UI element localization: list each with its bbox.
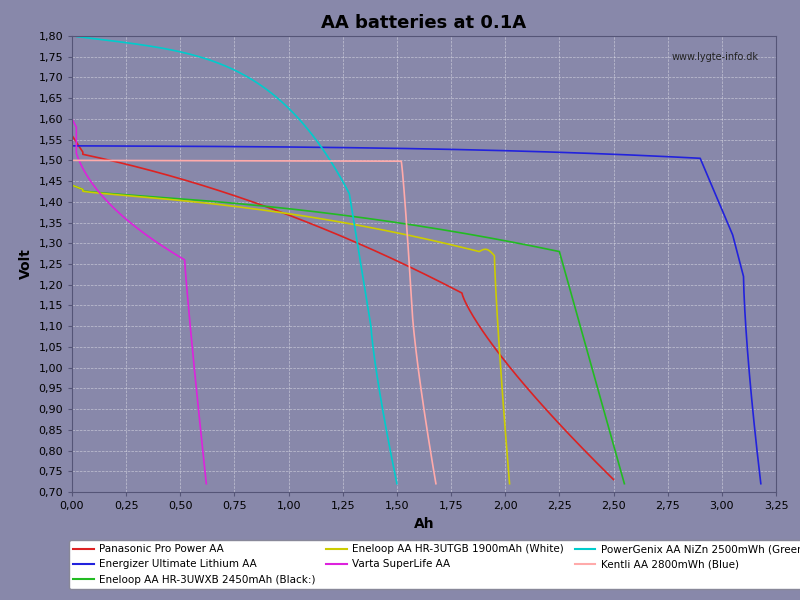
- Line: Energizer Ultimate Lithium AA: Energizer Ultimate Lithium AA: [72, 146, 761, 484]
- Eneloop AA HR-3UTGB 1900mAh (White): [480, 245, 490, 253]
- Kentli AA 2800mWh (Blue): [409, 325, 418, 332]
- Panasonic Pro Power AA: [477, 326, 486, 333]
- Panasonic Pro Power AA: [67, 132, 77, 139]
- Y-axis label: Volt: Volt: [18, 248, 33, 280]
- Energizer Ultimate Lithium AA: [650, 152, 660, 160]
- Legend: Panasonic Pro Power AA, Energizer Ultimate Lithium AA, Eneloop AA HR-3UWXB 2450m: Panasonic Pro Power AA, Energizer Ultima…: [70, 540, 800, 589]
- Energizer Ultimate Lithium AA: [67, 142, 77, 149]
- Eneloop AA HR-3UWXB 2450mAh (Black:): [460, 230, 470, 237]
- Panasonic Pro Power AA: [609, 476, 618, 483]
- Eneloop AA HR-3UWXB 2450mAh (Black:): [76, 185, 86, 192]
- Eneloop AA HR-3UWXB 2450mAh (Black:): [67, 182, 77, 189]
- X-axis label: Ah: Ah: [414, 517, 434, 530]
- Kentli AA 2800mWh (Blue): [431, 480, 441, 487]
- Kentli AA 2800mWh (Blue): [398, 175, 408, 182]
- PowerGenix AA NiZn 2500mWh (Green): [251, 79, 261, 86]
- Title: AA batteries at 0.1A: AA batteries at 0.1A: [322, 14, 526, 32]
- Eneloop AA HR-3UTGB 1900mAh (White): [454, 243, 463, 250]
- Eneloop AA HR-3UTGB 1900mAh (White): [486, 248, 495, 255]
- Varta SuperLife AA: [103, 199, 113, 206]
- Line: PowerGenix AA NiZn 2500mWh (Green): PowerGenix AA NiZn 2500mWh (Green): [72, 36, 397, 484]
- PowerGenix AA NiZn 2500mWh (Green): [67, 32, 77, 40]
- Eneloop AA HR-3UWXB 2450mAh (Black:): [302, 207, 312, 214]
- Eneloop AA HR-3UWXB 2450mAh (Black:): [149, 193, 158, 200]
- Panasonic Pro Power AA: [142, 166, 152, 173]
- Kentli AA 2800mWh (Blue): [336, 157, 346, 164]
- PowerGenix AA NiZn 2500mWh (Green): [249, 77, 258, 85]
- Varta SuperLife AA: [161, 245, 170, 252]
- Energizer Ultimate Lithium AA: [75, 142, 85, 149]
- Eneloop AA HR-3UTGB 1900mAh (White): [67, 182, 77, 189]
- Kentli AA 2800mWh (Blue): [92, 157, 102, 164]
- Eneloop AA HR-3UTGB 1900mAh (White): [505, 480, 514, 487]
- Line: Panasonic Pro Power AA: Panasonic Pro Power AA: [72, 136, 614, 479]
- Eneloop AA HR-3UWXB 2450mAh (Black:): [619, 480, 629, 487]
- Varta SuperLife AA: [135, 227, 145, 234]
- PowerGenix AA NiZn 2500mWh (Green): [392, 480, 402, 487]
- Eneloop AA HR-3UTGB 1900mAh (White): [222, 202, 232, 209]
- Eneloop AA HR-3UWXB 2450mAh (Black:): [115, 191, 125, 198]
- Eneloop AA HR-3UTGB 1900mAh (White): [377, 226, 386, 233]
- Panasonic Pro Power AA: [534, 397, 543, 404]
- PowerGenix AA NiZn 2500mWh (Green): [388, 461, 398, 468]
- Line: Eneloop AA HR-3UWXB 2450mAh (Black:): Eneloop AA HR-3UWXB 2450mAh (Black:): [72, 185, 624, 484]
- Panasonic Pro Power AA: [277, 209, 286, 216]
- Eneloop AA HR-3UTGB 1900mAh (White): [299, 212, 309, 220]
- Energizer Ultimate Lithium AA: [306, 143, 316, 151]
- Kentli AA 2800mWh (Blue): [67, 157, 77, 164]
- Varta SuperLife AA: [198, 452, 208, 459]
- Kentli AA 2800mWh (Blue): [414, 364, 423, 371]
- Kentli AA 2800mWh (Blue): [382, 158, 391, 165]
- Eneloop AA HR-3UWXB 2450mAh (Black:): [70, 183, 80, 190]
- Energizer Ultimate Lithium AA: [168, 143, 178, 150]
- Energizer Ultimate Lithium AA: [624, 151, 634, 158]
- Varta SuperLife AA: [202, 480, 211, 487]
- Line: Kentli AA 2800mWh (Blue): Kentli AA 2800mWh (Blue): [72, 160, 436, 484]
- PowerGenix AA NiZn 2500mWh (Green): [275, 97, 285, 104]
- Line: Varta SuperLife AA: Varta SuperLife AA: [72, 119, 206, 484]
- Varta SuperLife AA: [69, 119, 78, 126]
- Panasonic Pro Power AA: [597, 464, 606, 471]
- Text: www.lygte-info.dk: www.lygte-info.dk: [671, 52, 758, 62]
- PowerGenix AA NiZn 2500mWh (Green): [362, 300, 372, 307]
- Energizer Ultimate Lithium AA: [259, 143, 269, 151]
- Panasonic Pro Power AA: [503, 362, 513, 369]
- Varta SuperLife AA: [191, 383, 201, 390]
- Line: Eneloop AA HR-3UTGB 1900mAh (White): Eneloop AA HR-3UTGB 1900mAh (White): [72, 185, 510, 484]
- Energizer Ultimate Lithium AA: [756, 480, 766, 487]
- Varta SuperLife AA: [67, 115, 77, 122]
- PowerGenix AA NiZn 2500mWh (Green): [296, 118, 306, 125]
